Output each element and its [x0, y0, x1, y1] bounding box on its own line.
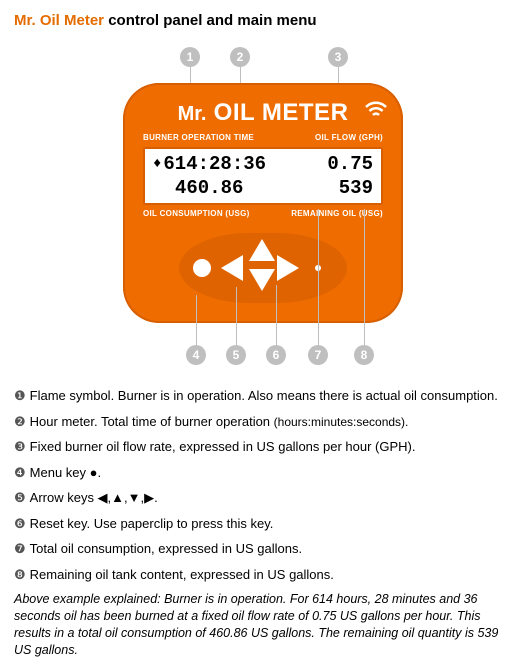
label-burner-time: BURNER OPERATION TIME — [143, 133, 254, 142]
legend-text-8: Remaining oil tank content, expressed in… — [30, 567, 334, 582]
legend-text-5: Arrow keys ◀,▲,▼,▶. — [30, 490, 158, 505]
lcd-screen: ♦614:28:36 0.75 460.86 539 — [143, 147, 383, 205]
legend-item-6: ❻ Reset key. Use paperclip to press this … — [14, 515, 512, 533]
device-figure: 1 2 3 Mr. OIL METER BURNER OPERATION TIM… — [78, 47, 448, 365]
callout-1: 1 — [180, 47, 200, 67]
callout-7: 7 — [308, 345, 328, 365]
legend-text-2a: Hour meter. Total time of burner operati… — [30, 414, 274, 429]
callout-5: 5 — [226, 345, 246, 365]
device-body: Mr. OIL METER BURNER OPERATION TIME OIL … — [123, 83, 403, 323]
legend-num-6: ❻ — [14, 516, 26, 531]
label-consumption: OIL CONSUMPTION (USG) — [143, 209, 250, 218]
title-brand: Mr. Oil Meter — [14, 12, 104, 29]
page-title: Mr. Oil Meter control panel and main men… — [14, 12, 512, 29]
device-brand: Mr. OIL METER — [123, 99, 403, 127]
leader-5 — [236, 287, 237, 345]
callout-2: 2 — [230, 47, 250, 67]
flame-icon: ♦ — [153, 156, 161, 174]
arrow-up-key[interactable] — [249, 239, 275, 261]
legend-num-7: ❼ — [14, 541, 26, 556]
lcd-flow: 0.75 — [327, 153, 373, 177]
lcd-bottom-labels: OIL CONSUMPTION (USG) REMAINING OIL (USG… — [143, 209, 383, 218]
legend-text-7: Total oil consumption, expressed in US g… — [30, 541, 302, 556]
legend-item-1: ❶ Flame symbol. Burner is in operation. A… — [14, 387, 512, 405]
legend-text-3: Fixed burner oil flow rate, expressed in… — [30, 439, 416, 454]
lcd-consumption: 460.86 — [153, 177, 243, 201]
leader-6 — [276, 285, 277, 345]
legend-num-8: ❽ — [14, 567, 26, 582]
leader-4 — [196, 295, 197, 345]
legend-text-4: Menu key ●. — [30, 465, 101, 480]
lcd-time: 614:28:36 — [163, 153, 266, 177]
keypad — [179, 233, 347, 303]
legend-num-4: ❹ — [14, 465, 26, 480]
arrow-left-key[interactable] — [221, 255, 243, 281]
leader-8 — [364, 209, 365, 345]
legend-item-7: ❼ Total oil consumption, expressed in US … — [14, 540, 512, 558]
footnote: Above example explained: Burner is in op… — [14, 591, 512, 659]
legend-item-5: ❺ Arrow keys ◀,▲,▼,▶. — [14, 489, 512, 507]
callout-8: 8 — [354, 345, 374, 365]
label-remaining: REMAINING OIL (USG) — [291, 209, 383, 218]
legend-num-1: ❶ — [14, 388, 26, 403]
label-oil-flow: OIL FLOW (GPH) — [315, 133, 383, 142]
callout-6: 6 — [266, 345, 286, 365]
menu-key[interactable] — [193, 259, 211, 277]
legend: ❶ Flame symbol. Burner is in operation. A… — [14, 387, 512, 659]
brand-oil: OIL METER — [207, 99, 349, 126]
arrow-down-key[interactable] — [249, 269, 275, 291]
legend-text-1: Flame symbol. Burner is in operation. Al… — [30, 388, 498, 403]
lcd-remaining: 539 — [339, 177, 373, 201]
legend-num-5: ❺ — [14, 490, 26, 505]
callout-3: 3 — [328, 47, 348, 67]
legend-num-2: ❷ — [14, 414, 26, 429]
callout-4: 4 — [186, 345, 206, 365]
wifi-icon — [365, 101, 387, 119]
brand-mr: Mr. — [178, 103, 207, 125]
title-rest: control panel and main menu — [104, 12, 317, 29]
legend-item-8: ❽ Remaining oil tank content, expressed i… — [14, 566, 512, 584]
arrow-right-key[interactable] — [277, 255, 299, 281]
legend-item-4: ❹ Menu key ●. — [14, 464, 512, 482]
legend-text-2b: (hours:minutes:seconds). — [274, 415, 409, 429]
legend-num-3: ❸ — [14, 439, 26, 454]
leader-7 — [318, 209, 319, 345]
legend-item-3: ❸ Fixed burner oil flow rate, expressed i… — [14, 438, 512, 456]
legend-item-2: ❷ Hour meter. Total time of burner operat… — [14, 413, 512, 431]
legend-text-6: Reset key. Use paperclip to press this k… — [30, 516, 274, 531]
lcd-top-labels: BURNER OPERATION TIME OIL FLOW (GPH) — [143, 133, 383, 142]
